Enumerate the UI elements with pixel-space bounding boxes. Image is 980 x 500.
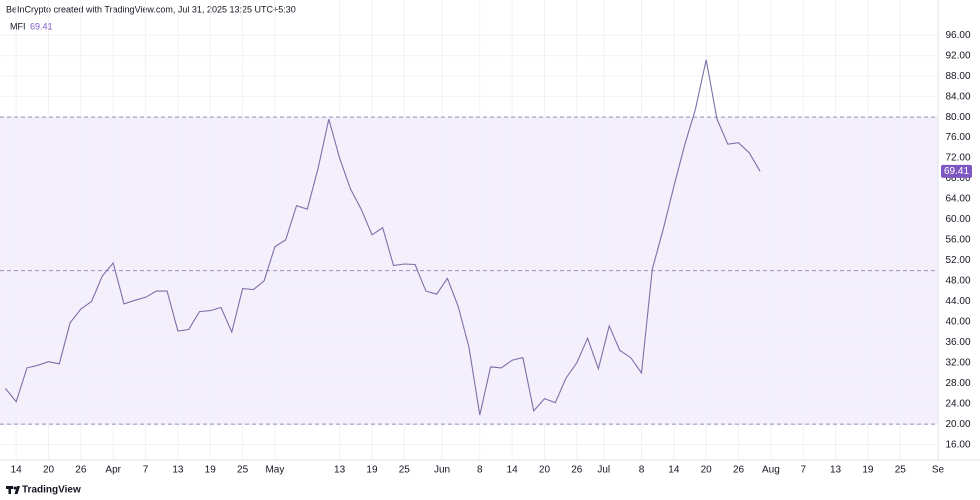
y-tick-label: 84.00 — [945, 91, 970, 102]
y-tick-label: 72.00 — [945, 153, 970, 164]
y-tick-label: 92.00 — [945, 50, 970, 61]
y-tick-label: 68.00 — [945, 173, 970, 184]
last-value-box — [941, 164, 972, 178]
x-tick-label: 14 — [11, 465, 23, 476]
y-tick-label: 60.00 — [945, 214, 970, 225]
y-tick-label: 16.00 — [945, 439, 970, 450]
y-tick-label: 32.00 — [945, 357, 970, 368]
x-tick-label: 13 — [334, 465, 346, 476]
x-tick-label: 8 — [639, 465, 645, 476]
y-tick-label: 28.00 — [945, 378, 970, 389]
y-tick-label: 56.00 — [945, 235, 970, 246]
y-tick-label: 52.00 — [945, 255, 970, 266]
x-tick-label: 26 — [571, 465, 583, 476]
x-tick-label: 7 — [143, 465, 149, 476]
logo-part — [14, 486, 20, 494]
x-tick-label: Jul — [597, 465, 610, 476]
x-tick-label: 20 — [701, 465, 713, 476]
x-tick-label: 25 — [237, 465, 249, 476]
y-tick-label: 96.00 — [945, 30, 970, 41]
x-tick-label: 7 — [800, 465, 806, 476]
y-tick-label: 80.00 — [945, 112, 970, 123]
y-tick-label: 36.00 — [945, 337, 970, 348]
y-tick-label: 20.00 — [945, 419, 970, 430]
y-tick-label: 40.00 — [945, 316, 970, 327]
y-tick-label: 24.00 — [945, 398, 970, 409]
indicator-name: MFI — [10, 21, 26, 31]
x-tick-label: 25 — [399, 465, 411, 476]
y-tick-label: 44.00 — [945, 296, 970, 307]
logo-part — [13, 486, 17, 490]
x-tick-label: May — [265, 465, 284, 476]
x-tick-label: 13 — [830, 465, 842, 476]
x-tick-label: 20 — [43, 465, 55, 476]
y-tick-label: 48.00 — [945, 276, 970, 287]
footer: TradingView — [22, 485, 81, 496]
header: BeInCrypto created with TradingView.com,… — [6, 4, 296, 14]
x-tick-label: 19 — [205, 465, 217, 476]
x-tick-label: 26 — [733, 465, 745, 476]
y-tick-label: 64.00 — [945, 194, 970, 205]
y-tick-label: 88.00 — [945, 71, 970, 82]
plot-area — [0, 0, 939, 460]
x-tick-label: Se — [932, 465, 945, 476]
logo-part — [8, 486, 11, 494]
x-tick-label: 13 — [172, 465, 184, 476]
x-tick-label: 26 — [75, 465, 87, 476]
x-tick-label: 19 — [862, 465, 874, 476]
x-tick-label: Aug — [762, 465, 780, 476]
tradingview-logo — [6, 486, 20, 494]
mfi-line — [4, 59, 761, 416]
x-tick-label: 14 — [507, 465, 519, 476]
x-tick-label: Apr — [105, 465, 121, 476]
x-tick-label: 14 — [668, 465, 680, 476]
x-tick-label: 8 — [477, 465, 483, 476]
last-value-label: 69.41 — [944, 166, 969, 177]
x-tick-label: 20 — [539, 465, 551, 476]
x-tick-label: 25 — [895, 465, 907, 476]
indicator-value: 69.41 — [30, 21, 53, 31]
x-tick-label: 19 — [366, 465, 378, 476]
y-tick-label: 76.00 — [945, 132, 970, 143]
x-tick-label: Jun — [434, 465, 450, 476]
